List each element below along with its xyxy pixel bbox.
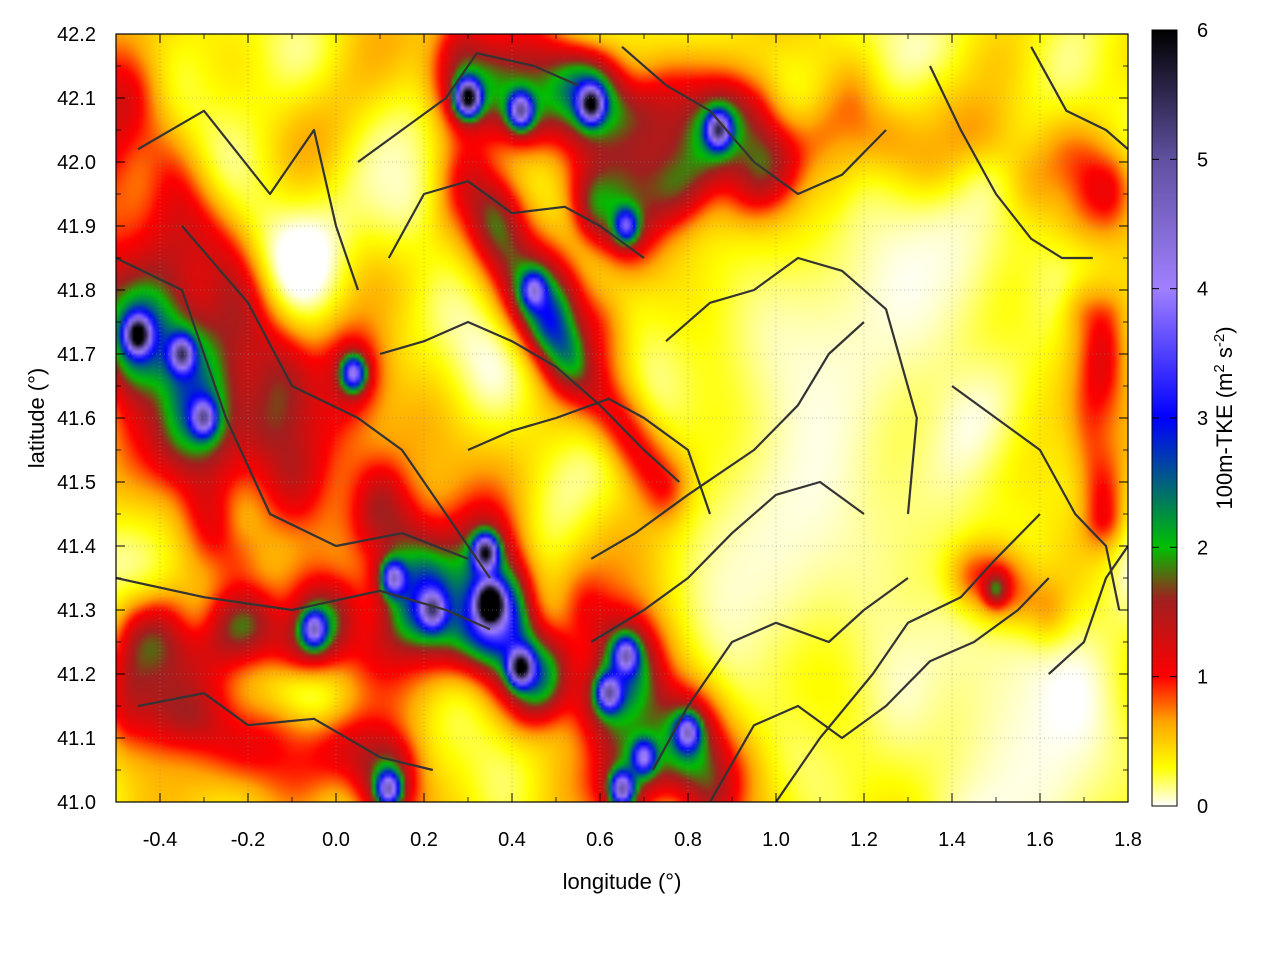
colorbar-tick-label: 5 bbox=[1197, 149, 1208, 171]
y-tick-label: 41.9 bbox=[57, 216, 96, 238]
contour-line bbox=[181, 225, 491, 579]
colorbar-tick-label: 6 bbox=[1197, 20, 1208, 42]
y-tick-label: 41.3 bbox=[57, 600, 96, 622]
contour-line bbox=[137, 109, 360, 291]
contour-line bbox=[387, 180, 645, 259]
colorbar-title-end: ) bbox=[1212, 326, 1237, 333]
contour-line bbox=[379, 320, 680, 483]
contour-line bbox=[137, 692, 434, 772]
colorbar-tick-label: 1 bbox=[1197, 667, 1208, 689]
x-tick-label: 0.4 bbox=[498, 829, 526, 851]
x-tick-label: -0.2 bbox=[231, 829, 265, 851]
contour-line bbox=[116, 257, 469, 560]
colorbar-tick-label: 2 bbox=[1197, 537, 1208, 559]
y-tick-label: 42.0 bbox=[57, 152, 96, 174]
contour-line bbox=[590, 480, 865, 643]
y-axis-title: latitude (°) bbox=[24, 368, 49, 469]
y-tick-label: 41.8 bbox=[57, 280, 96, 302]
colorbar-tick-label: 3 bbox=[1197, 408, 1208, 430]
x-tick-label: 1.6 bbox=[1026, 829, 1054, 851]
y-tick-label: 41.7 bbox=[57, 344, 96, 366]
y-tick-label: 41.6 bbox=[57, 408, 96, 430]
x-axis-ticks: -0.4 -0.2 0.0 0.2 0.4 0.6 0.8 1.0 1.2 1.4 1.6 1.8 bbox=[115, 34, 1142, 851]
x-tick-label: 0.6 bbox=[586, 829, 614, 851]
colorbar-title-main: 100m-TKE (m bbox=[1212, 373, 1237, 510]
contour-line bbox=[651, 577, 909, 771]
x-tick-label: 0.2 bbox=[410, 829, 438, 851]
colorbar-title-sup1: 2 bbox=[1211, 364, 1228, 372]
y-tick-label: 41.4 bbox=[57, 536, 96, 558]
contour-line bbox=[951, 385, 1121, 611]
colorbar-title-mid: s bbox=[1212, 347, 1237, 364]
contour-line bbox=[709, 577, 1050, 802]
contour-line bbox=[357, 52, 579, 163]
y-tick-label: 41.5 bbox=[57, 472, 96, 494]
x-tick-label: 0.0 bbox=[322, 829, 350, 851]
colorbar-tick-label: 4 bbox=[1197, 279, 1208, 301]
y-tick-label: 42.2 bbox=[57, 24, 96, 46]
y-tick-label: 41.1 bbox=[57, 728, 96, 750]
x-tick-label: 1.2 bbox=[850, 829, 878, 851]
plot-area bbox=[115, 33, 1129, 803]
contour-line bbox=[590, 321, 865, 560]
x-tick-label: 1.0 bbox=[762, 829, 790, 851]
colorbar-ticks: 0 1 2 3 4 5 6 bbox=[1152, 20, 1208, 818]
contour-line bbox=[929, 65, 1093, 260]
contour-line bbox=[775, 513, 1041, 802]
y-tick-label: 41.0 bbox=[57, 792, 96, 814]
contour-line bbox=[665, 256, 918, 515]
contour-line bbox=[1030, 46, 1128, 151]
y-tick-label: 41.2 bbox=[57, 664, 96, 686]
terrain-contours bbox=[116, 45, 1128, 802]
colorbar-title-sup2: -2 bbox=[1211, 334, 1228, 347]
x-tick-label: -0.4 bbox=[143, 829, 177, 851]
contour-line bbox=[621, 45, 887, 196]
x-tick-label: 1.8 bbox=[1114, 829, 1142, 851]
y-tick-label: 42.1 bbox=[57, 88, 96, 110]
colorbar-tick-label: 0 bbox=[1197, 796, 1208, 818]
colorbar-title: 100m-TKE (m2 s-2) bbox=[1211, 326, 1237, 509]
x-axis-title: longitude (°) bbox=[563, 869, 682, 894]
contour-line bbox=[467, 397, 712, 515]
x-tick-label: 0.8 bbox=[674, 829, 702, 851]
x-tick-label: 1.4 bbox=[938, 829, 966, 851]
y-axis-ticks: 41.0 41.1 41.2 41.3 41.4 41.5 41.6 41.7 41.8 41.9… bbox=[57, 24, 1128, 814]
contour-line bbox=[116, 576, 491, 631]
contour-line bbox=[1048, 545, 1128, 675]
